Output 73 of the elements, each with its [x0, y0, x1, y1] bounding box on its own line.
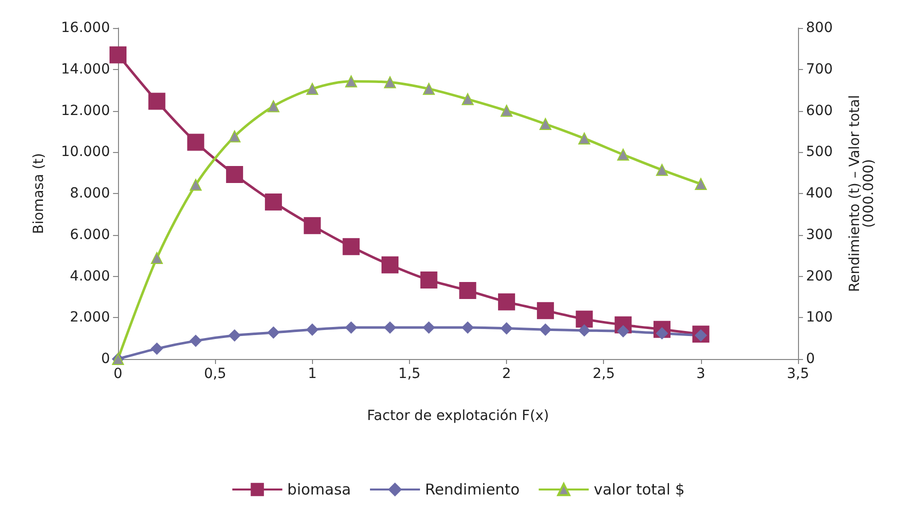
y2-axis-title: Rendimiento (t) – Valor total (000.000) [847, 95, 877, 292]
point [578, 132, 590, 144]
legend-label: biomasa [287, 480, 351, 498]
point [384, 76, 396, 88]
point [267, 100, 280, 112]
y2-tick-label: 400 [806, 186, 833, 202]
y-tick-label: 14.000 [61, 61, 110, 78]
x-tick-label: 1 [308, 366, 317, 382]
point [345, 322, 358, 334]
y2-tick-label: 0 [806, 351, 815, 367]
x-tick-label: 3,5 [786, 366, 810, 382]
point [500, 104, 513, 117]
x-tick-label: 0,5 [204, 366, 226, 382]
y-tick-label: 2.000 [70, 310, 110, 326]
point [306, 324, 318, 336]
point [267, 326, 280, 339]
point [342, 238, 360, 256]
point [422, 322, 435, 334]
y-tick-label: 10.000 [61, 144, 110, 160]
y2-tick-label: 300 [806, 226, 833, 243]
point [382, 256, 398, 274]
point [226, 166, 244, 183]
point [384, 322, 396, 334]
y-tick-label: 4.000 [70, 268, 110, 284]
point [150, 252, 163, 264]
point [459, 282, 476, 300]
legend-label: valor total $ [594, 480, 685, 498]
x-axis-title: Factor de explotación F(x) [366, 408, 550, 424]
y-tick-label: 12.000 [61, 102, 110, 119]
point [539, 324, 552, 336]
y2-tick-label: 500 [806, 144, 833, 160]
point [190, 334, 202, 347]
y-tick-label: 6.000 [70, 226, 110, 243]
point [150, 342, 163, 355]
y2-tick-label: 600 [806, 102, 833, 119]
point [578, 324, 590, 336]
point [462, 93, 474, 106]
point [536, 302, 554, 320]
point [264, 193, 282, 210]
point [228, 329, 241, 342]
point [228, 130, 241, 142]
y2-tick-label: 800 [806, 20, 833, 36]
point [345, 75, 358, 88]
y2-tick-label: 200 [806, 268, 833, 284]
x-tick-label: 2,5 [592, 366, 615, 382]
y-tick-label: 8.000 [70, 186, 110, 202]
point [576, 310, 593, 328]
point [148, 92, 166, 110]
y-tick-label: 16.000 [61, 20, 110, 36]
x-tick-label: 0 [114, 366, 122, 382]
y-axis-title: Biomasa (t) [31, 152, 47, 234]
point [656, 164, 668, 176]
point [422, 82, 435, 95]
point [617, 325, 630, 338]
point [694, 178, 707, 190]
point [306, 82, 318, 95]
x-tick-label: 2 [502, 366, 512, 382]
legend-label: Rendimiento [424, 480, 520, 498]
point [462, 322, 474, 334]
y-tick-label: 0 [101, 351, 110, 367]
x-tick-label: 1,5 [398, 366, 421, 382]
point [190, 178, 202, 191]
point [498, 293, 516, 310]
y2-tick-label: 100 [806, 310, 833, 326]
point [110, 46, 126, 64]
point [304, 217, 321, 234]
point [187, 134, 204, 151]
y2-tick-label: 700 [806, 61, 833, 78]
x-tick-label: 3 [696, 366, 706, 382]
point [539, 118, 552, 130]
point [500, 322, 513, 334]
point [617, 148, 630, 161]
point [420, 271, 438, 288]
